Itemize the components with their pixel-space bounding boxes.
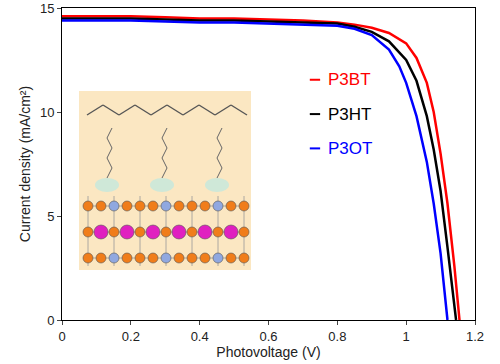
svg-text:0: 0 bbox=[47, 313, 54, 328]
svg-text:1.2: 1.2 bbox=[466, 329, 484, 344]
svg-text:0.2: 0.2 bbox=[122, 329, 140, 344]
svg-text:P3HT: P3HT bbox=[328, 105, 371, 124]
svg-text:0: 0 bbox=[58, 329, 65, 344]
svg-text:15: 15 bbox=[40, 1, 54, 16]
svg-text:1: 1 bbox=[403, 329, 410, 344]
svg-text:P3BT: P3BT bbox=[328, 70, 371, 89]
svg-text:0.8: 0.8 bbox=[328, 329, 346, 344]
svg-text:Photovoltage (V): Photovoltage (V) bbox=[216, 344, 320, 360]
svg-text:0.4: 0.4 bbox=[191, 329, 209, 344]
svg-text:5: 5 bbox=[47, 209, 54, 224]
svg-text:10: 10 bbox=[40, 105, 54, 120]
svg-text:Current density (mA/cm²): Current density (mA/cm²) bbox=[17, 86, 33, 242]
svg-text:0.6: 0.6 bbox=[259, 329, 277, 344]
svg-text:P3OT: P3OT bbox=[328, 139, 372, 158]
